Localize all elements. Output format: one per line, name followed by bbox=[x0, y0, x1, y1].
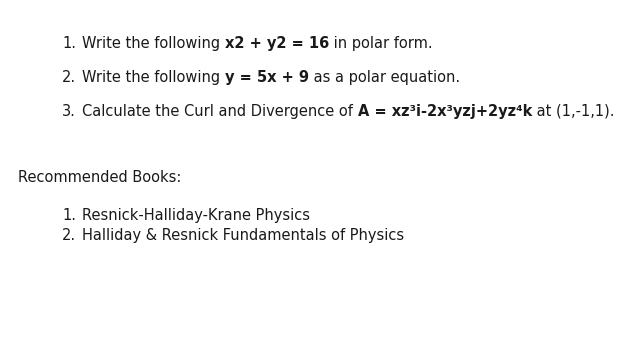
Text: Write the following: Write the following bbox=[82, 70, 225, 85]
Text: as a polar equation.: as a polar equation. bbox=[309, 70, 460, 85]
Text: Resnick-Halliday-Krane Physics: Resnick-Halliday-Krane Physics bbox=[82, 208, 310, 223]
Text: y = 5x + 9: y = 5x + 9 bbox=[225, 70, 309, 85]
Text: Write the following: Write the following bbox=[82, 36, 225, 51]
Text: x2 + y2 = 16: x2 + y2 = 16 bbox=[225, 36, 329, 51]
Text: Calculate the Curl and Divergence of: Calculate the Curl and Divergence of bbox=[82, 104, 357, 119]
Text: 1.: 1. bbox=[62, 208, 76, 223]
Text: A = xz³i-2x³yzj+2yz⁴k: A = xz³i-2x³yzj+2yz⁴k bbox=[357, 104, 532, 119]
Text: Recommended Books:: Recommended Books: bbox=[18, 170, 182, 185]
Text: in polar form.: in polar form. bbox=[329, 36, 433, 51]
Text: at (1,-1,1).: at (1,-1,1). bbox=[532, 104, 614, 119]
Text: 3.: 3. bbox=[62, 104, 76, 119]
Text: 2.: 2. bbox=[62, 70, 76, 85]
Text: Halliday & Resnick Fundamentals of Physics: Halliday & Resnick Fundamentals of Physi… bbox=[82, 228, 404, 243]
Text: 1.: 1. bbox=[62, 36, 76, 51]
Text: 2.: 2. bbox=[62, 228, 76, 243]
